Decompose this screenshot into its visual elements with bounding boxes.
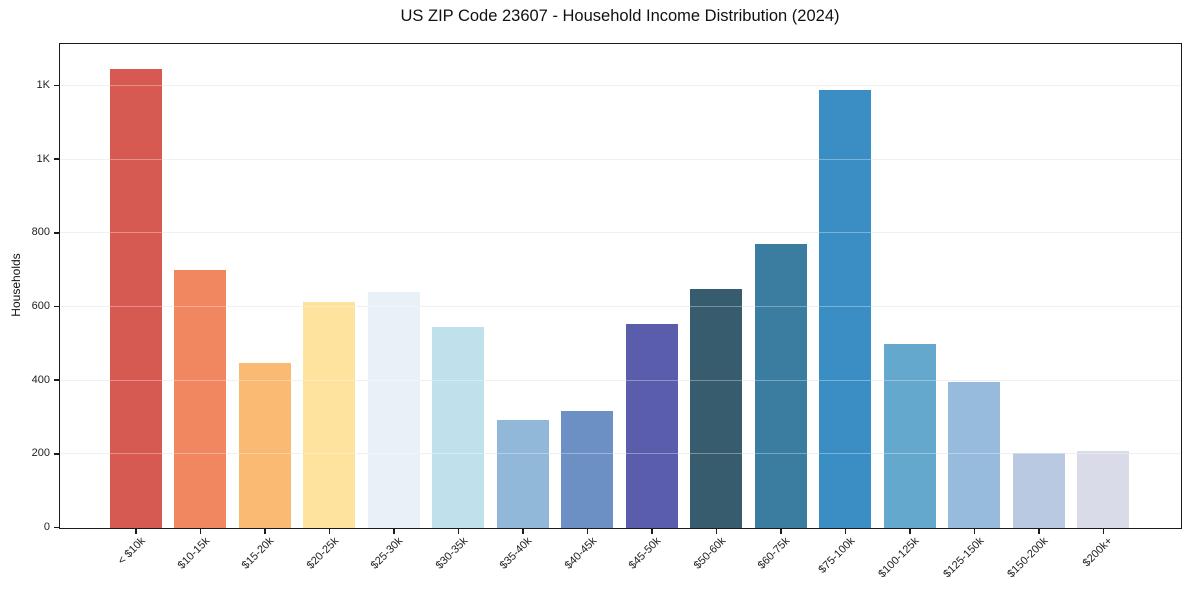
y-tick-mark — [53, 305, 59, 308]
x-tick-mark — [715, 528, 718, 534]
x-tick-mark — [135, 528, 137, 534]
x-tick-mark — [457, 528, 460, 534]
gridline-overlay — [59, 158, 1181, 160]
y-tick-label: 1K — [36, 78, 50, 91]
x-tick-mark — [651, 528, 653, 534]
x-tick-mark — [1038, 528, 1040, 534]
bar — [367, 292, 420, 528]
bar — [109, 69, 162, 528]
y-tick-label: 200 — [31, 447, 50, 460]
chart-title: US ZIP Code 23607 - Household Income Dis… — [400, 7, 840, 25]
x-tick-mark — [199, 528, 202, 534]
x-tick-mark — [522, 528, 524, 534]
x-tick-mark — [328, 528, 331, 534]
bar — [561, 410, 613, 528]
bar — [948, 382, 1000, 528]
bar — [690, 289, 742, 528]
bar — [432, 326, 484, 528]
y-tick-mark — [53, 526, 59, 529]
plot-area — [58, 43, 1182, 529]
bar — [303, 302, 355, 528]
x-tick-mark — [909, 528, 911, 534]
gridline-overlay — [59, 84, 1181, 86]
x-tick-mark — [844, 528, 847, 534]
gridline — [59, 379, 1181, 381]
gridline — [59, 84, 1181, 86]
bar — [754, 244, 807, 528]
y-tick-mark — [53, 232, 59, 234]
bar — [1012, 452, 1065, 528]
gridline — [59, 305, 1181, 307]
bar — [819, 89, 871, 528]
gridline — [59, 158, 1181, 160]
bar — [496, 420, 549, 528]
x-tick-mark — [1102, 528, 1105, 534]
y-tick-label: 800 — [31, 226, 50, 239]
y-tick-label: 400 — [31, 373, 50, 386]
bar — [174, 270, 226, 528]
gridline-overlay — [59, 453, 1181, 455]
x-tick-mark — [586, 528, 589, 534]
bar — [883, 343, 936, 528]
gridline-overlay — [59, 232, 1181, 234]
y-tick-mark — [53, 379, 59, 381]
y-tick-mark — [53, 158, 59, 160]
gridline-overlay — [59, 305, 1181, 307]
y-tick-mark — [53, 453, 59, 455]
x-tick-mark — [780, 528, 782, 534]
x-tick-mark — [973, 528, 976, 534]
gridline — [59, 232, 1181, 234]
gridline — [59, 453, 1181, 455]
y-tick-mark — [53, 84, 59, 87]
x-tick-mark — [264, 528, 266, 534]
y-tick-label: 0 — [43, 521, 50, 533]
gridline-overlay — [59, 379, 1181, 381]
bar — [625, 323, 678, 528]
bar — [1077, 451, 1129, 528]
x-tick-mark — [393, 528, 395, 534]
y-tick-label: 600 — [31, 299, 50, 312]
y-tick-label: 1K — [36, 152, 50, 165]
bar — [238, 362, 291, 528]
